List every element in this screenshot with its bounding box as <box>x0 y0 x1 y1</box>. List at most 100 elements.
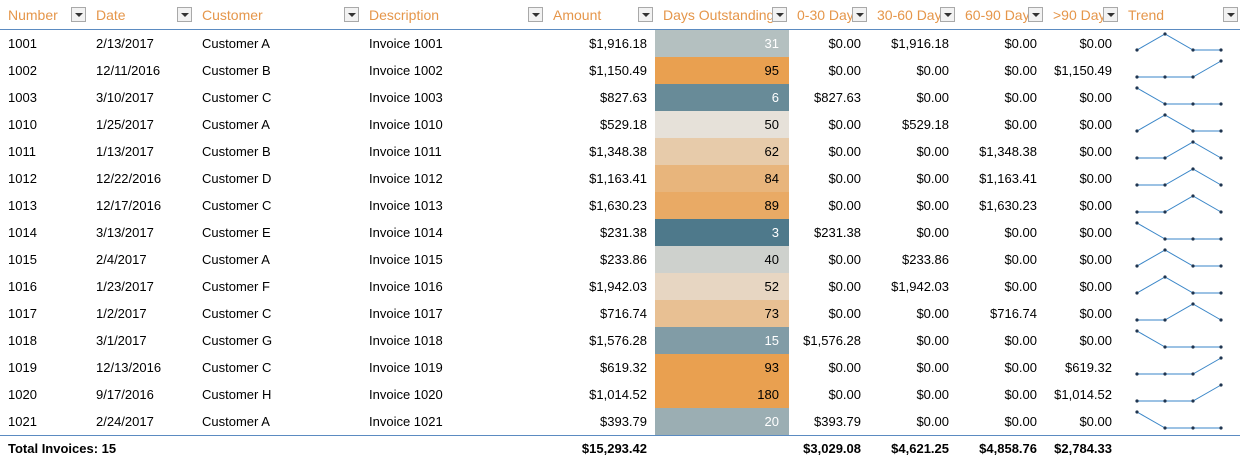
table-cell: $716.74 <box>957 300 1045 327</box>
trend-cell <box>1120 165 1240 192</box>
filter-button[interactable] <box>638 7 653 22</box>
table-cell: $0.00 <box>1045 111 1120 138</box>
total-bucket: $4,858.76 <box>957 436 1045 461</box>
header-label: Amount <box>553 7 601 23</box>
table-cell: $1,348.38 <box>957 138 1045 165</box>
table-cell: $231.38 <box>545 219 655 246</box>
sparkline-point <box>1191 372 1194 375</box>
header-label: 60-90 Days <box>965 7 1037 23</box>
page: {"table": { "headers": ["Number", "Date"… <box>0 0 1249 416</box>
table-cell: 12/13/2016 <box>88 354 194 381</box>
filter-button[interactable] <box>528 7 543 22</box>
trend-cell <box>1120 219 1240 246</box>
header-label: Days Outstanding <box>663 7 774 23</box>
column-header: >90 Days <box>1045 0 1120 30</box>
table-cell: $0.00 <box>869 57 957 84</box>
table-cell: 1020 <box>0 381 88 408</box>
table-cell: 1017 <box>0 300 88 327</box>
column-header: Number <box>0 0 88 30</box>
filter-button[interactable] <box>177 7 192 22</box>
table-cell: Invoice 1015 <box>361 246 545 273</box>
table-cell: 2/24/2017 <box>88 408 194 436</box>
table-cell: $0.00 <box>1045 192 1120 219</box>
sparkline-point <box>1219 264 1222 267</box>
sparkline-point <box>1219 102 1222 105</box>
table-cell: $0.00 <box>1045 327 1120 354</box>
sparkline-line <box>1137 223 1221 239</box>
sparkline-line <box>1137 412 1221 428</box>
column-header: 30-60 Days <box>869 0 957 30</box>
table-cell: $0.00 <box>957 408 1045 436</box>
table-cell: 2/13/2017 <box>88 30 194 58</box>
sparkline <box>1120 327 1240 351</box>
table-cell: $0.00 <box>869 192 957 219</box>
sparkline-point <box>1219 383 1222 386</box>
days-cell: 62 <box>655 138 789 165</box>
header-label: Number <box>8 7 58 23</box>
sparkline <box>1120 273 1240 297</box>
table-cell: $0.00 <box>789 246 869 273</box>
sparkline-point <box>1135 291 1138 294</box>
table-cell: 1001 <box>0 30 88 58</box>
table-cell: $0.00 <box>789 111 869 138</box>
sparkline <box>1120 354 1240 378</box>
table-cell: $1,630.23 <box>957 192 1045 219</box>
filter-button[interactable] <box>1223 7 1238 22</box>
table-cell: 1019 <box>0 354 88 381</box>
sparkline-point <box>1219 426 1222 429</box>
filter-button[interactable] <box>940 7 955 22</box>
table-cell: Invoice 1001 <box>361 30 545 58</box>
sparkline-point <box>1191 102 1194 105</box>
days-cell: 50 <box>655 111 789 138</box>
sparkline-point <box>1163 275 1166 278</box>
table-cell: 1/2/2017 <box>88 300 194 327</box>
sparkline-point <box>1163 32 1166 35</box>
table-cell: $0.00 <box>957 111 1045 138</box>
days-cell: 52 <box>655 273 789 300</box>
sparkline-line <box>1137 88 1221 104</box>
filter-button[interactable] <box>344 7 359 22</box>
days-cell: 31 <box>655 30 789 58</box>
table-cell: $0.00 <box>1045 408 1120 436</box>
table-cell: 1016 <box>0 273 88 300</box>
table-cell: Customer G <box>194 327 361 354</box>
table-cell: $0.00 <box>1045 219 1120 246</box>
table-cell: Invoice 1020 <box>361 381 545 408</box>
filter-button[interactable] <box>71 7 86 22</box>
filter-button[interactable] <box>1028 7 1043 22</box>
table-cell: Customer E <box>194 219 361 246</box>
filter-button[interactable] <box>1103 7 1118 22</box>
sparkline-line <box>1137 250 1221 266</box>
table-cell: $0.00 <box>957 381 1045 408</box>
table-cell: $0.00 <box>1045 165 1120 192</box>
filter-button[interactable] <box>852 7 867 22</box>
table-cell: $0.00 <box>789 138 869 165</box>
sparkline-line <box>1137 277 1221 293</box>
table-cell: $0.00 <box>1045 138 1120 165</box>
table-cell: $233.86 <box>545 246 655 273</box>
table-cell: $0.00 <box>869 138 957 165</box>
sparkline-line <box>1137 196 1221 212</box>
table-cell <box>655 436 789 461</box>
table-cell: Customer A <box>194 246 361 273</box>
header-label: Trend <box>1128 7 1164 23</box>
days-cell: 40 <box>655 246 789 273</box>
table-cell: 12/11/2016 <box>88 57 194 84</box>
table-cell: Customer A <box>194 111 361 138</box>
filter-button[interactable] <box>772 7 787 22</box>
header-label: Date <box>96 7 126 23</box>
table-cell: $716.74 <box>545 300 655 327</box>
table-cell: $0.00 <box>957 273 1045 300</box>
table-cell: $393.79 <box>789 408 869 436</box>
table-cell: $0.00 <box>957 30 1045 58</box>
table-cell: 1011 <box>0 138 88 165</box>
sparkline-point <box>1163 399 1166 402</box>
table-cell: $1,942.03 <box>545 273 655 300</box>
table-cell: Invoice 1002 <box>361 57 545 84</box>
